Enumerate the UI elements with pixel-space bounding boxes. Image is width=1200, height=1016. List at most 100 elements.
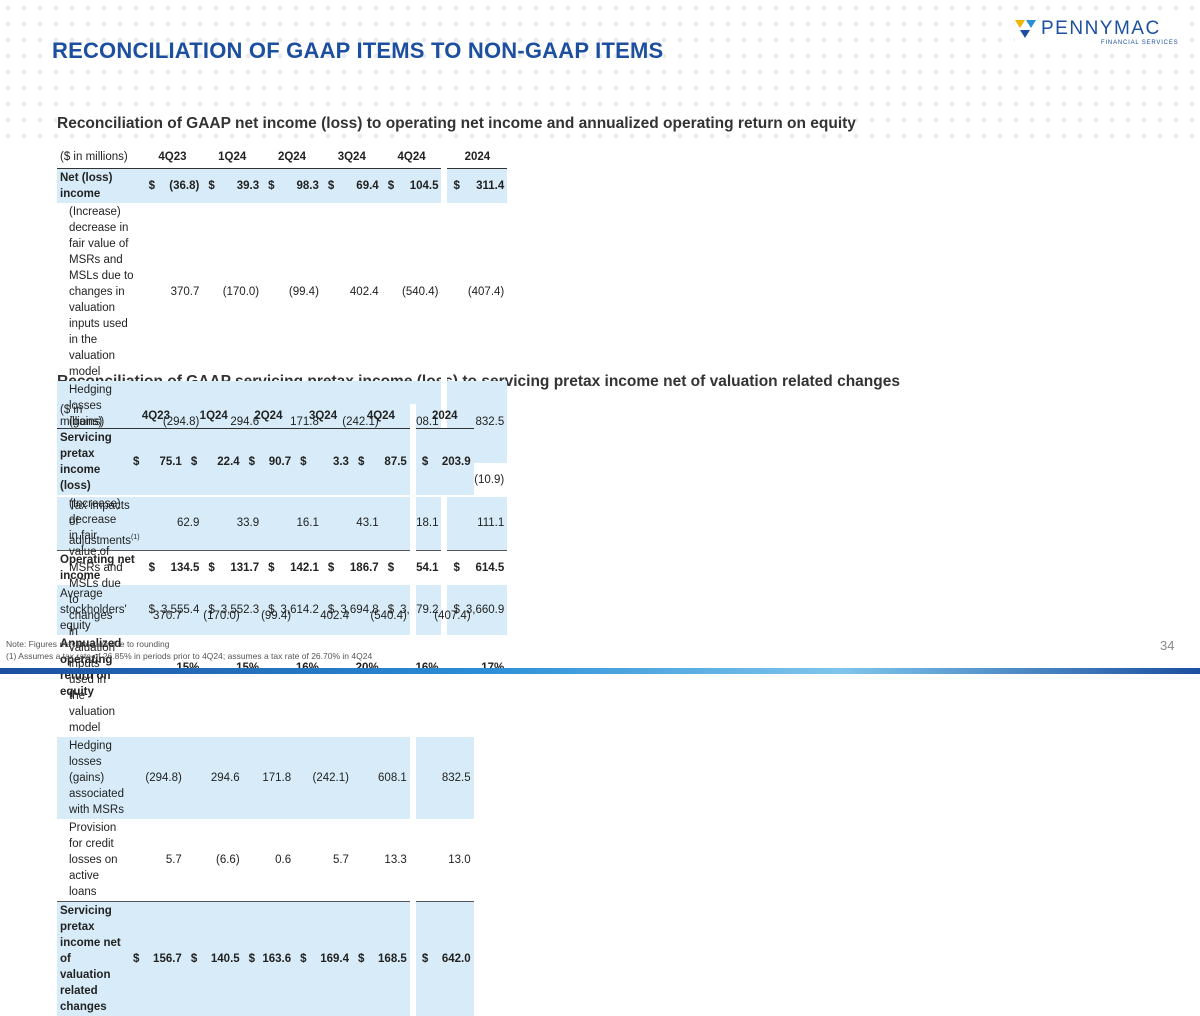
currency (294, 737, 309, 819)
cell-value: 402.4 (310, 495, 352, 737)
bottom-bar (0, 668, 1200, 674)
cell-value: (99.4) (258, 495, 294, 737)
cell-value: 832.5 (431, 737, 473, 819)
currency: $ (185, 902, 200, 1016)
section-title: Reconciliation of GAAP net income (loss)… (57, 115, 856, 133)
column-header: 4Q23 (127, 404, 185, 429)
currency (202, 203, 217, 381)
cell-value: (540.4) (397, 203, 441, 381)
cell-value: (170.0) (200, 495, 242, 737)
currency (127, 495, 142, 737)
label-text: Net (loss) income (60, 172, 112, 200)
currency: $ (416, 429, 431, 496)
cell-value: 642.0 (431, 902, 473, 1016)
currency (243, 495, 258, 737)
cell-value: 39.3 (218, 169, 262, 204)
cell-value: 608.1 (367, 737, 409, 819)
currency: $ (447, 169, 462, 204)
currency: $ (185, 429, 200, 496)
cell-value: 75.1 (142, 429, 184, 496)
cell-value: (36.8) (158, 169, 202, 204)
cell-value: 13.0 (431, 819, 473, 902)
currency: $ (416, 902, 431, 1016)
cell-value: 104.5 (397, 169, 441, 204)
currency (127, 819, 142, 902)
cell-value: (540.4) (367, 495, 409, 737)
cell-value: 168.5 (367, 902, 409, 1016)
currency (185, 495, 200, 737)
currency (127, 737, 142, 819)
cell-value: 90.7 (258, 429, 294, 496)
cell-value: 140.5 (200, 902, 242, 1016)
label-text: Servicing pretax income (loss) (60, 432, 112, 492)
logo-mark (1015, 20, 1037, 40)
currency (416, 737, 431, 819)
currency: $ (352, 902, 367, 1016)
currency (143, 203, 158, 381)
currency: $ (294, 902, 309, 1016)
currency (352, 819, 367, 902)
cell-value: 402.4 (337, 203, 381, 381)
cell-value: 370.7 (142, 495, 184, 737)
currency (262, 203, 277, 381)
currency (352, 737, 367, 819)
label-text: (Increase) decrease in fair value of MSR… (69, 498, 123, 734)
currency: $ (127, 902, 142, 1016)
cell-value: 22.4 (200, 429, 242, 496)
column-header: 4Q24 (352, 404, 410, 429)
slide-title: RECONCILIATION OF GAAP ITEMS TO NON-GAAP… (52, 38, 663, 64)
footnote: (1) Assumes a tax rate of 26.85% in peri… (6, 650, 372, 662)
unit-label: ($ in millions) (57, 145, 143, 169)
footnotes: Note: Figures may not sum due to roundin… (6, 638, 372, 662)
row-label: Provision for credit losses on active lo… (57, 819, 127, 902)
row-label: Hedging losses (gains) associated with M… (57, 737, 127, 819)
label-text: Hedging losses (gains) associated with M… (69, 740, 124, 816)
cell-value: 311.4 (463, 169, 507, 204)
currency (382, 203, 397, 381)
cell-value: 294.6 (200, 737, 242, 819)
row-label: Net (loss) income (57, 169, 143, 204)
cell-value: 0.6 (258, 819, 294, 902)
currency (294, 495, 309, 737)
cell-value: 203.9 (431, 429, 473, 496)
currency: $ (322, 169, 337, 204)
column-header: 2Q24 (262, 145, 322, 169)
currency: $ (352, 429, 367, 496)
cell-value: 98.3 (278, 169, 322, 204)
column-header: 2Q24 (243, 404, 294, 429)
column-header: 4Q24 (382, 145, 442, 169)
currency (185, 737, 200, 819)
page-number: 34 (1160, 638, 1174, 653)
column-header: 2024 (416, 404, 474, 429)
row-label: Servicing pretax income (loss) (57, 429, 127, 496)
cell-value: 3.3 (310, 429, 352, 496)
currency: $ (243, 902, 258, 1016)
cell-value: 370.7 (158, 203, 202, 381)
cell-value: (294.8) (142, 737, 184, 819)
logo-subtext: FINANCIAL SERVICES (1101, 40, 1178, 46)
cell-value: 169.4 (310, 902, 352, 1016)
cell-value: (407.4) (463, 203, 507, 381)
slide: RECONCILIATION OF GAAP ITEMS TO NON-GAAP… (0, 0, 1200, 674)
row-label: Servicing pretax income net of valuation… (57, 902, 127, 1016)
cell-value: (170.0) (218, 203, 262, 381)
currency (352, 495, 367, 737)
cell-value: 163.6 (258, 902, 294, 1016)
column-header: 1Q24 (202, 145, 262, 169)
cell-value: (6.6) (200, 819, 242, 902)
currency (416, 495, 431, 737)
cell-value: (407.4) (431, 495, 473, 737)
footnote: Note: Figures may not sum due to roundin… (6, 638, 372, 650)
currency: $ (262, 169, 277, 204)
table-row: Net (loss) income$(36.8)$39.3$98.3$69.4$… (57, 169, 507, 204)
table-row: (Increase) decrease in fair value of MSR… (57, 203, 507, 381)
currency: $ (294, 429, 309, 496)
cell-value: 5.7 (142, 819, 184, 902)
table-row: Servicing pretax income (loss)$75.1$22.4… (57, 429, 474, 496)
currency (243, 819, 258, 902)
cell-value: (99.4) (278, 203, 322, 381)
table-row: Hedging losses (gains) associated with M… (57, 737, 474, 819)
label-text: Servicing pretax income net of valuation… (60, 905, 121, 1013)
table-row: Servicing pretax income net of valuation… (57, 902, 474, 1016)
